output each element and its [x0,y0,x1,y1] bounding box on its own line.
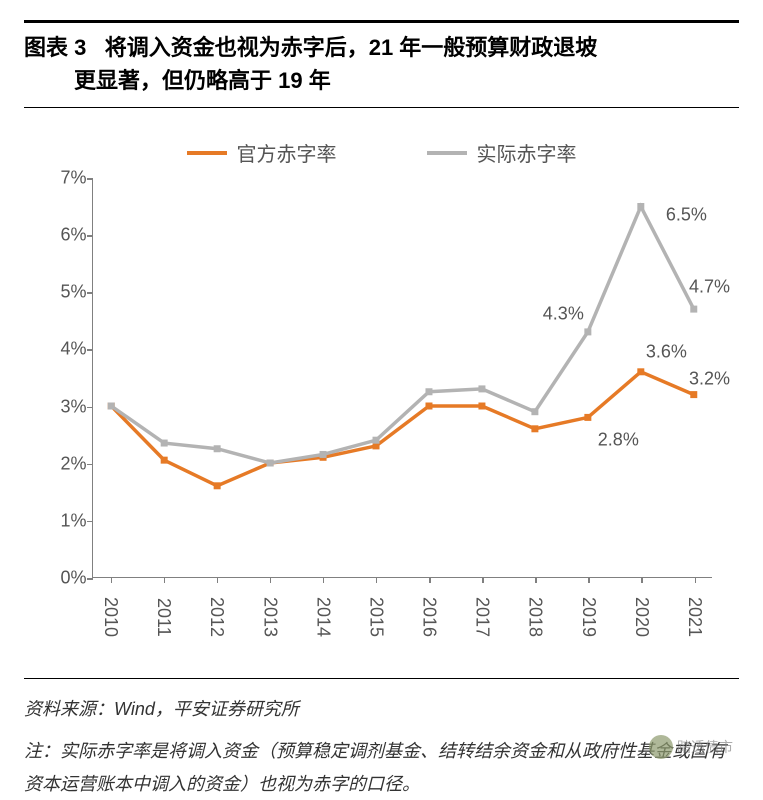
x-axis-tick-mark [111,577,113,583]
series-marker [213,445,220,452]
series-marker [425,388,432,395]
x-axis-tick-mark [641,577,643,583]
x-axis-tick-label: 2020 [631,597,652,637]
y-axis-tick-label: 5% [43,282,87,303]
y-axis-tick-mark [87,292,93,294]
watermark: 踏透债市 [649,735,733,759]
x-axis-tick-label: 2010 [100,597,121,637]
series-marker [372,437,379,444]
x-axis-tick-mark [482,577,484,583]
x-axis-tick-label: 2016 [419,597,440,637]
series-marker [266,460,273,467]
y-axis-tick-label: 4% [43,339,87,360]
x-axis-tick-label: 2019 [578,597,599,637]
series-marker [107,403,114,410]
series-marker [425,403,432,410]
legend-label: 官方赤字率 [237,138,337,167]
x-axis-tick-mark [270,577,272,583]
series-marker [584,328,591,335]
legend-item: 实际赤字率 [427,138,577,167]
chart-lines-svg [93,178,712,577]
x-axis-tick-label: 2021 [684,597,705,637]
series-marker [478,385,485,392]
legend-swatch-icon [187,151,227,155]
x-axis-tick-mark [588,577,590,583]
x-axis-tick-mark [429,577,431,583]
x-axis-tick-mark [535,577,537,583]
data-point-label: 6.5% [666,204,707,225]
watermark-avatar-icon [649,735,673,759]
data-point-label: 3.2% [689,369,730,390]
x-axis-tick-mark [376,577,378,583]
x-axis-tick-label: 2014 [312,597,333,637]
x-axis-tick-mark [695,577,697,583]
source-text: 资料来源：Wind，平安证券研究所 [24,693,739,725]
watermark-text: 踏透债市 [677,737,733,757]
y-axis-tick-mark [87,578,93,580]
x-axis-tick-label: 2011 [153,598,174,637]
chart-title-block: 图表 3 将调入资金也视为赤字后，21 年一般预算财政退坡 更显著，但仍略高于 … [24,20,739,108]
x-axis-tick-mark [217,577,219,583]
x-axis-tick-label: 2012 [206,597,227,637]
legend-item: 官方赤字率 [187,138,337,167]
x-axis-tick-label: 2017 [472,597,493,637]
chart-title-line2: 更显著，但仍略高于 19 年 [24,64,739,97]
series-marker [160,457,167,464]
series-marker [160,440,167,447]
data-point-label: 3.6% [646,342,687,363]
line-chart: 官方赤字率实际赤字率 0%1%2%3%4%5%6%7%2010201120122… [32,138,732,658]
y-axis-tick-mark [87,464,93,466]
series-marker [531,425,538,432]
chart-footer: 资料来源：Wind，平安证券研究所 注：实际赤字率是将调入资金（预算稳定调剂基金… [24,678,739,800]
series-marker [690,391,697,398]
y-axis-tick-label: 2% [43,453,87,474]
x-axis-tick-mark [323,577,325,583]
x-axis-tick-label: 2018 [525,597,546,637]
x-axis-tick-mark [164,577,166,583]
series-marker [637,203,644,210]
note-text: 注：实际赤字率是将调入资金（预算稳定调剂基金、结转结余资金和从政府性基金或国有资… [24,735,739,800]
y-axis-tick-label: 1% [43,510,87,531]
chart-title-text1: 将调入资金也视为赤字后，21 年一般预算财政退坡 [105,35,598,60]
data-point-label: 4.3% [543,304,584,325]
legend-swatch-icon [427,151,467,155]
series-marker [584,414,591,421]
y-axis-tick-label: 0% [43,568,87,589]
x-axis-tick-label: 2015 [365,597,386,637]
series-marker [213,482,220,489]
y-axis-tick-mark [87,178,93,180]
data-point-label: 4.7% [689,277,730,298]
legend-label: 实际赤字率 [477,138,577,167]
y-axis-tick-mark [87,407,93,409]
y-axis-tick-label: 3% [43,396,87,417]
chart-legend: 官方赤字率 实际赤字率 [32,138,732,167]
data-point-label: 2.8% [598,430,639,451]
y-axis-tick-label: 7% [43,168,87,189]
series-marker [637,368,644,375]
series-marker [690,306,697,313]
chart-plot: 0%1%2%3%4%5%6%7%201020112012201320142015… [92,178,712,578]
chart-title-line1: 图表 3 将调入资金也视为赤字后，21 年一般预算财政退坡 [24,31,739,64]
y-axis-tick-mark [87,349,93,351]
series-marker [319,451,326,458]
x-axis-tick-label: 2013 [259,597,280,637]
y-axis-tick-mark [87,521,93,523]
y-axis-tick-label: 6% [43,225,87,246]
chart-number: 图表 3 [24,35,86,60]
series-marker [478,403,485,410]
y-axis-tick-mark [87,235,93,237]
series-marker [531,408,538,415]
